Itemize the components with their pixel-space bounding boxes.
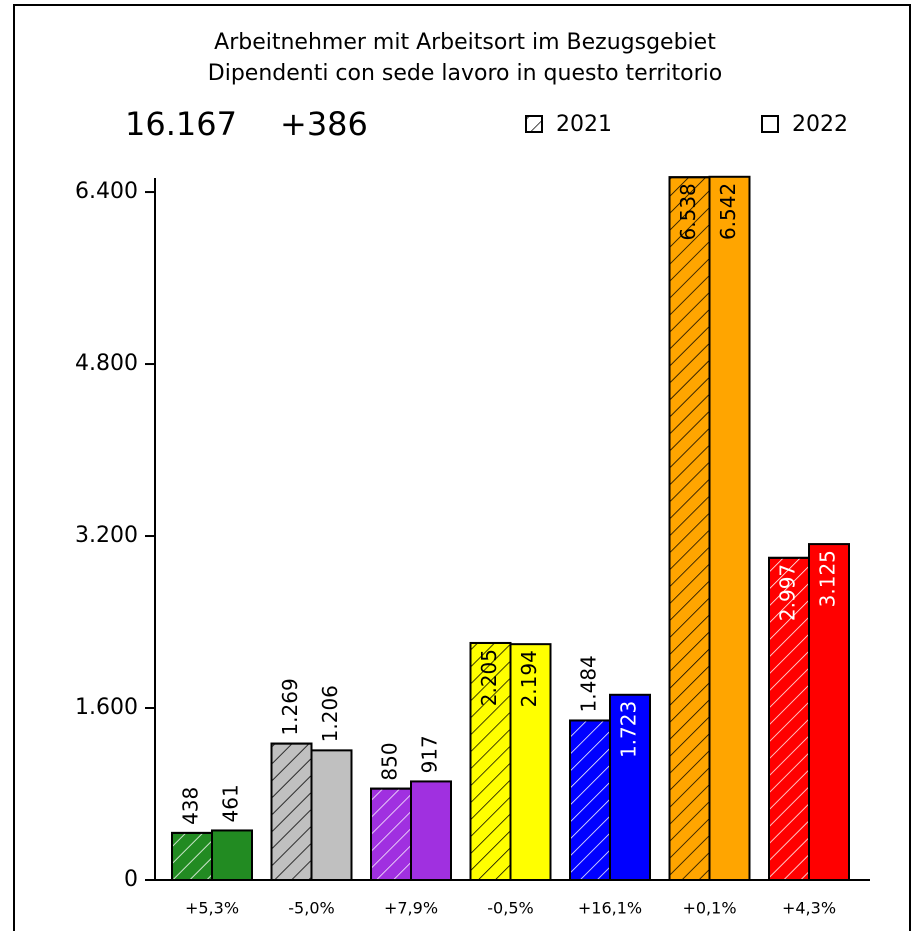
value-label: 1.484 [577,655,601,712]
value-label: 6.542 [716,183,740,240]
value-label: 1.269 [278,678,302,735]
value-label: 3.125 [816,550,840,607]
chart-title: Arbeitnehmer mit Arbeitsort im Bezugsgeb… [214,30,716,55]
value-label: 1.723 [617,701,641,758]
frame [13,4,911,931]
legend-swatch [525,115,543,133]
bar [310,749,353,881]
y-tick-label: 6.400 [75,179,138,204]
y-tick-label: 1.600 [75,695,138,720]
value-label: 2.997 [776,564,800,621]
x-tick-label: +4,3% [782,899,836,918]
legend-label: 2022 [792,112,848,137]
value-label: 917 [418,735,442,773]
bar-hatch [768,556,810,881]
bar [808,543,850,881]
value-label: 1.206 [318,685,342,742]
value-label: 2.205 [477,649,501,706]
chart-subtitle: Dipendenti con sede lavoro in questo ter… [208,61,722,86]
value-label: 2.194 [517,650,541,707]
bar [708,175,751,881]
x-tick-label: +16,1% [578,899,642,918]
x-tick-label: +7,9% [384,899,438,918]
bar [211,829,253,882]
x-tick-label: -0,5% [487,899,533,918]
value-label: 850 [378,742,402,780]
y-tick-label: 3.200 [75,523,138,548]
value-label: 461 [219,784,243,822]
legend-swatch [761,115,779,133]
y-tick-label: 0 [124,867,138,892]
x-tick-label: -5,0% [288,899,334,918]
value-label: 438 [179,787,203,825]
change: +386 [280,105,368,143]
bar [609,693,651,881]
bar-hatch [270,742,313,882]
bar [410,780,452,881]
bar-hatch [668,176,711,882]
y-tick-label: 4.800 [75,351,138,376]
x-tick-label: +5,3% [185,899,239,918]
value-label: 6.538 [676,183,700,240]
x-tick-label: +0,1% [682,899,736,918]
total: 16.167 [125,105,237,143]
bar-hatch [569,719,611,881]
legend-label: 2021 [556,112,612,137]
bar [509,643,552,882]
bar-hatch [370,787,412,881]
bar-hatch [171,831,213,881]
